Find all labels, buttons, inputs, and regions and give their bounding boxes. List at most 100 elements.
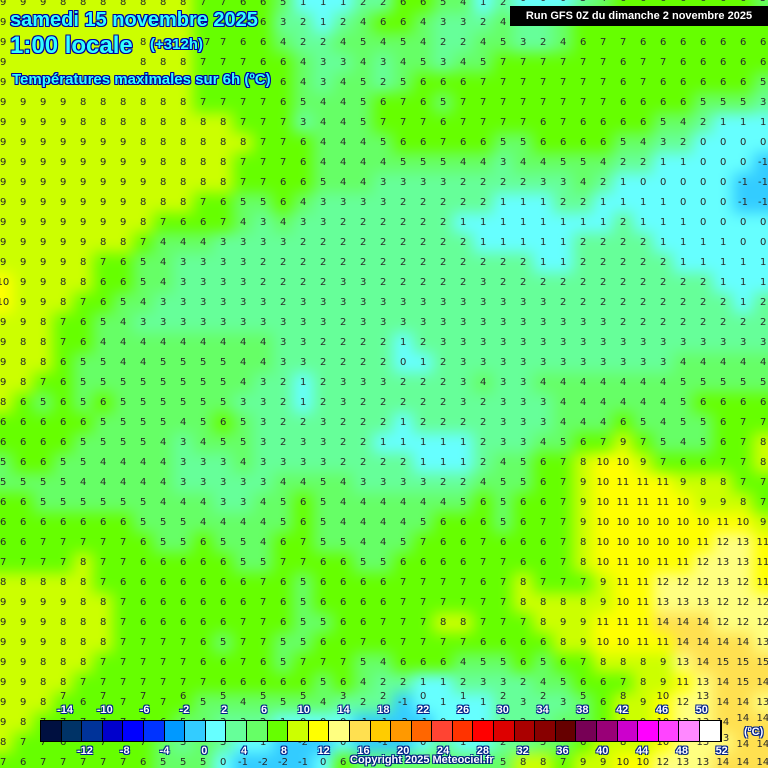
shade-cell (613, 213, 634, 234)
shade-cell (493, 193, 514, 214)
grid-value: 2 (380, 397, 387, 408)
grid-value: 2 (320, 337, 327, 348)
grid-value: 5 (200, 377, 207, 388)
grid-value: 1 (600, 197, 607, 208)
grid-value: 7 (260, 157, 267, 168)
grid-value: 2 (580, 197, 587, 208)
grid-value: 6 (540, 637, 547, 648)
grid-value: 4 (340, 77, 347, 88)
shade-cell (453, 133, 474, 154)
grid-value: 1 (460, 437, 467, 448)
grid-value: 7 (400, 577, 407, 588)
shade-cell (453, 73, 474, 94)
grid-value: 6 (660, 97, 667, 108)
legend-label: 42 (616, 704, 629, 716)
grid-value: 8 (140, 0, 147, 8)
shade-cell (93, 13, 114, 34)
grid-value: 1 (660, 197, 667, 208)
shade-cell (433, 33, 454, 54)
grid-value: 14 (716, 677, 730, 688)
grid-value: 5 (500, 657, 507, 668)
grid-value: 4 (360, 17, 367, 28)
shade-cell (253, 233, 274, 254)
grid-value: 14 (736, 713, 750, 724)
shade-cell (393, 33, 414, 54)
grid-value: 7 (160, 677, 167, 688)
grid-value: 9 (20, 117, 27, 128)
grid-value: 4 (580, 397, 587, 408)
grid-value: 3 (440, 297, 447, 308)
grid-value: 7 (380, 617, 387, 628)
grid-value: 2 (620, 217, 627, 228)
grid-value: 3 (680, 337, 687, 348)
grid-value: 2 (380, 0, 387, 8)
shade-cell (533, 113, 554, 134)
shade-cell (633, 233, 654, 254)
grid-value: 5 (140, 277, 147, 288)
shade-cell (693, 253, 714, 274)
grid-value: 2 (640, 237, 647, 248)
grid-value: 5 (760, 0, 766, 4)
grid-value: 4 (560, 397, 567, 408)
grid-value: 9 (0, 197, 7, 208)
grid-value: 5 (200, 697, 207, 708)
grid-value: 1 (440, 457, 447, 468)
grid-value: 6 (100, 297, 107, 308)
grid-value: 6 (0, 437, 7, 448)
grid-value: 3 (480, 357, 487, 368)
grid-value: 9 (120, 177, 127, 188)
grid-value: 2 (340, 437, 347, 448)
grid-value: 3 (620, 337, 627, 348)
grid-value: 6 (280, 97, 287, 108)
grid-value: 7 (420, 617, 427, 628)
grid-value: 6 (220, 577, 227, 588)
grid-value: 5 (520, 477, 527, 488)
grid-value: 5 (560, 677, 567, 688)
grid-value: 1 (580, 217, 587, 228)
grid-value: 1 (720, 257, 727, 268)
grid-value: 4 (580, 377, 587, 388)
grid-value: 3 (240, 477, 247, 488)
grid-value: 4 (360, 497, 367, 508)
grid-value: 3 (320, 77, 327, 88)
legend-swatch (246, 721, 268, 741)
grid-value: 1 (560, 237, 567, 248)
grid-value: 3 (260, 457, 267, 468)
grid-value: 3 (520, 437, 527, 448)
grid-value: 3 (600, 357, 607, 368)
grid-value: 2 (380, 457, 387, 468)
shade-cell (453, 53, 474, 74)
shade-cell (133, 73, 154, 94)
shade-cell (0, 173, 14, 194)
grid-value: 7 (500, 97, 507, 108)
shade-cell (113, 13, 134, 34)
grid-value: 6 (260, 37, 267, 48)
grid-value: 7 (560, 77, 567, 88)
grid-value: 2 (640, 157, 647, 168)
grid-value: 2 (520, 277, 527, 288)
shade-cell (273, 153, 294, 174)
grid-value: 8 (180, 137, 187, 148)
grid-value: 6 (640, 97, 647, 108)
grid-value: 5 (0, 477, 7, 488)
grid-value: 4 (600, 377, 607, 388)
grid-value: 3 (260, 377, 267, 388)
grid-value: 10 (596, 517, 610, 528)
grid-value: 6 (320, 637, 327, 648)
shade-cell (353, 73, 374, 94)
grid-value: 7 (180, 657, 187, 668)
shade-cell (393, 13, 414, 34)
grid-value: 8 (580, 597, 587, 608)
shade-cell (453, 233, 474, 254)
grid-value: 3 (640, 337, 647, 348)
shade-cell (33, 173, 54, 194)
grid-value: 2 (340, 317, 347, 328)
grid-value: 13 (696, 677, 710, 688)
grid-value: 3 (380, 177, 387, 188)
legend-label: -6 (139, 704, 150, 716)
grid-value: 4 (180, 237, 187, 248)
grid-value: 3 (240, 397, 247, 408)
grid-value: 8 (540, 757, 547, 768)
grid-value: 5 (660, 437, 667, 448)
shade-cell (133, 53, 154, 74)
